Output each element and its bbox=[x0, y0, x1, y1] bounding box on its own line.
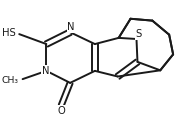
Text: N: N bbox=[42, 66, 49, 76]
Text: CH₃: CH₃ bbox=[1, 76, 18, 85]
Text: O: O bbox=[57, 106, 65, 116]
Text: HS: HS bbox=[2, 28, 16, 38]
Text: N: N bbox=[67, 22, 75, 32]
Text: S: S bbox=[135, 29, 142, 39]
